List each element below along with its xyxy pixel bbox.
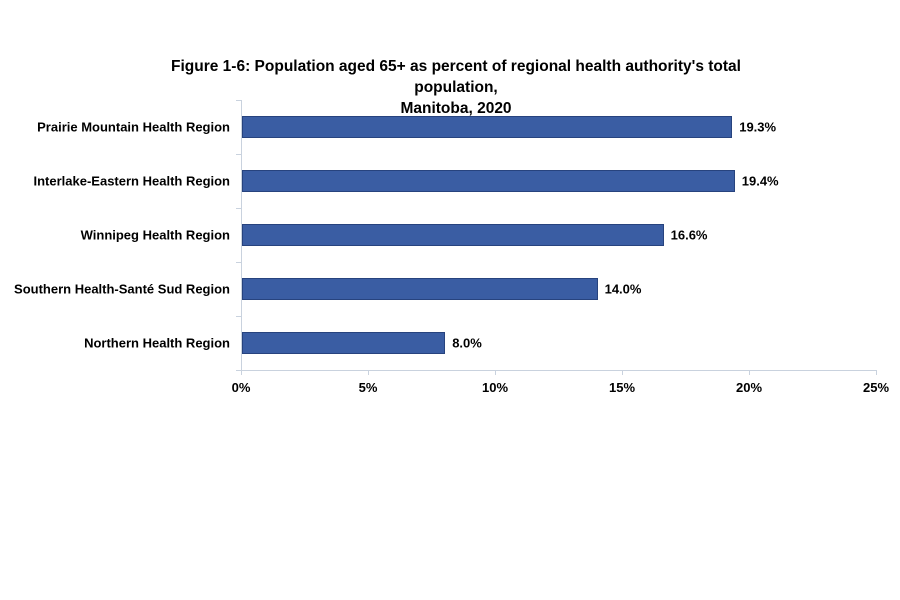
x-axis-tick-label: 20% [735,380,763,395]
bar [242,332,446,354]
bar-value-label: 8.0% [452,335,482,351]
y-axis-line [241,100,242,370]
bar [242,224,664,246]
x-axis-tick [622,370,623,375]
y-axis-tick [236,370,241,371]
bar [242,170,735,192]
x-axis-tick-label: 25% [862,380,890,395]
bar-value-label: 14.0% [604,281,642,297]
y-axis-tick [236,262,241,263]
x-axis-tick [876,370,877,375]
category-label: Winnipeg Health Region [80,227,230,243]
category-label: Interlake-Eastern Health Region [33,173,231,189]
chart-title-line1: Figure 1-6: Population aged 65+ as perce… [171,58,741,96]
x-axis-tick-label: 15% [608,380,636,395]
y-axis-tick [236,154,241,155]
bar-value-label: 19.4% [741,173,779,189]
x-axis-tick-label: 10% [481,380,509,395]
bar-value-label: 16.6% [670,227,708,243]
bar-value-label: 19.3% [739,119,777,135]
x-axis-tick-label: 5% [358,380,378,395]
x-axis-tick [241,370,242,375]
y-axis-tick [236,208,241,209]
x-axis-tick [749,370,750,375]
x-axis-line [241,370,877,371]
category-label: Prairie Mountain Health Region [37,119,230,135]
category-label: Southern Health-Santé Sud Region [14,281,230,297]
category-label: Northern Health Region [84,335,230,351]
y-axis-tick [236,316,241,317]
bar [242,116,733,138]
x-axis-tick [495,370,496,375]
x-axis-tick [368,370,369,375]
x-axis-tick-label: 0% [231,380,251,395]
bar [242,278,598,300]
y-axis-tick [236,100,241,101]
chart-title: Figure 1-6: Population aged 65+ as perce… [130,57,782,120]
chart-title-line2: Manitoba, 2020 [400,99,512,117]
